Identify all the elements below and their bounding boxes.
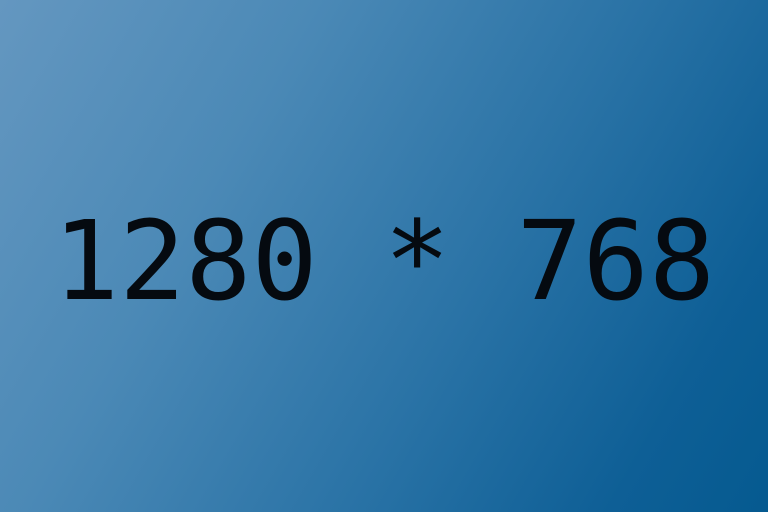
placeholder-canvas: 1280 * 768 <box>0 0 768 512</box>
resolution-label: 1280 * 768 <box>52 197 716 325</box>
